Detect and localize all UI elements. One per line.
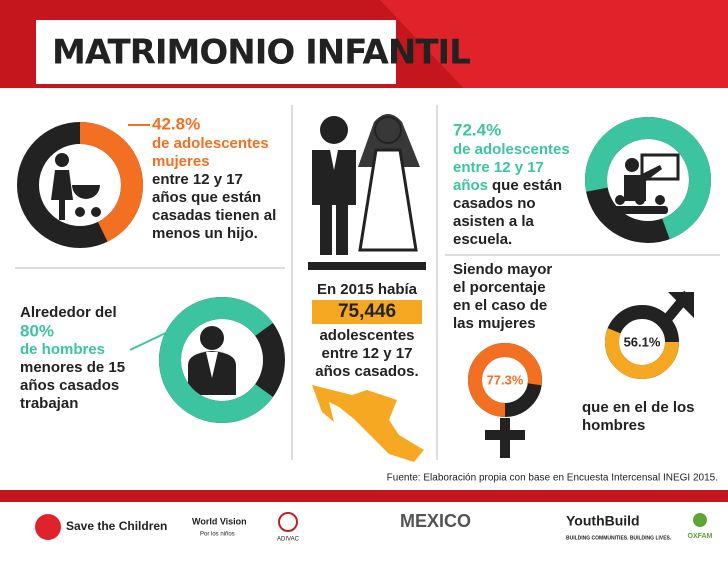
highlight: de adolescentes [152,135,269,152]
teacher-icon [612,153,680,214]
percent: 77.3% [487,372,524,387]
mother-icon [51,153,101,220]
text: escuela. [453,231,512,248]
source: Fuente: Elaboración propia con base en E… [387,473,718,484]
text: hombres [582,417,645,434]
logo: OXFAM [688,533,713,540]
logo-mark [35,514,61,540]
highlight: de adolescentes [453,141,570,158]
highlight: años [453,177,488,194]
logo: BUILDING COMMUNITIES. BUILDING LIVES. [566,535,672,541]
number: 75,446 [338,301,396,322]
text: años que están [152,189,261,206]
logo: Por los niños [200,532,235,538]
male-symbol [664,290,694,322]
text: años casados [20,377,119,394]
text: adolescentes [319,327,414,344]
percent: 42.8% [152,114,200,133]
logo: ADIVAC [277,537,300,543]
text: años casados. [315,363,418,380]
ring-segment [159,297,273,423]
title: MATRIMONIO INFANTIL [52,33,470,73]
header-gap [0,88,728,96]
logo-mark [693,513,707,527]
ring-segment [585,117,711,240]
bar [308,262,426,270]
ring-segment [468,343,542,417]
footer-band [0,490,728,502]
text: En 2015 había [317,281,418,298]
leader [129,329,173,351]
percent: 56.1% [624,334,661,349]
text: menores de 15 [20,359,125,376]
text: menos un hijo. [152,225,258,242]
text: trabajan [20,395,78,412]
text: en el caso de [453,297,547,314]
percent: 72.4% [453,120,501,139]
number-box [312,300,422,324]
logo: MEXICO [400,511,471,531]
mexico-map [312,385,424,462]
highlight: mujeres [152,153,210,170]
text: casados no [453,195,536,212]
text: entre 12 y 17 [322,345,413,362]
text: entre 12 y 17 [152,171,243,188]
highlight: de hombres [20,341,105,358]
logo: World Vision [192,516,247,526]
header-accent [380,0,728,95]
text: Alrededor del [20,304,117,321]
text: Siendo mayor [453,261,552,278]
text: que en el de los [582,399,695,416]
worker-icon [188,326,236,395]
ring-segment [605,328,679,379]
text: que están [492,177,562,194]
female-symbol [485,418,525,458]
logo: YouthBuild [566,513,640,529]
text: asisten a la [453,213,535,230]
text: el porcentaje [453,279,546,296]
logo-mark [278,512,298,532]
logo: Save the Children [66,519,167,533]
couple-icon [312,114,420,255]
text: las mujeres [453,315,536,332]
text: casadas tienen al [152,207,276,224]
title-box [36,20,396,84]
ring-segment [79,122,143,242]
highlight: entre 12 y 17 [453,159,544,176]
percent: 80% [20,321,54,340]
